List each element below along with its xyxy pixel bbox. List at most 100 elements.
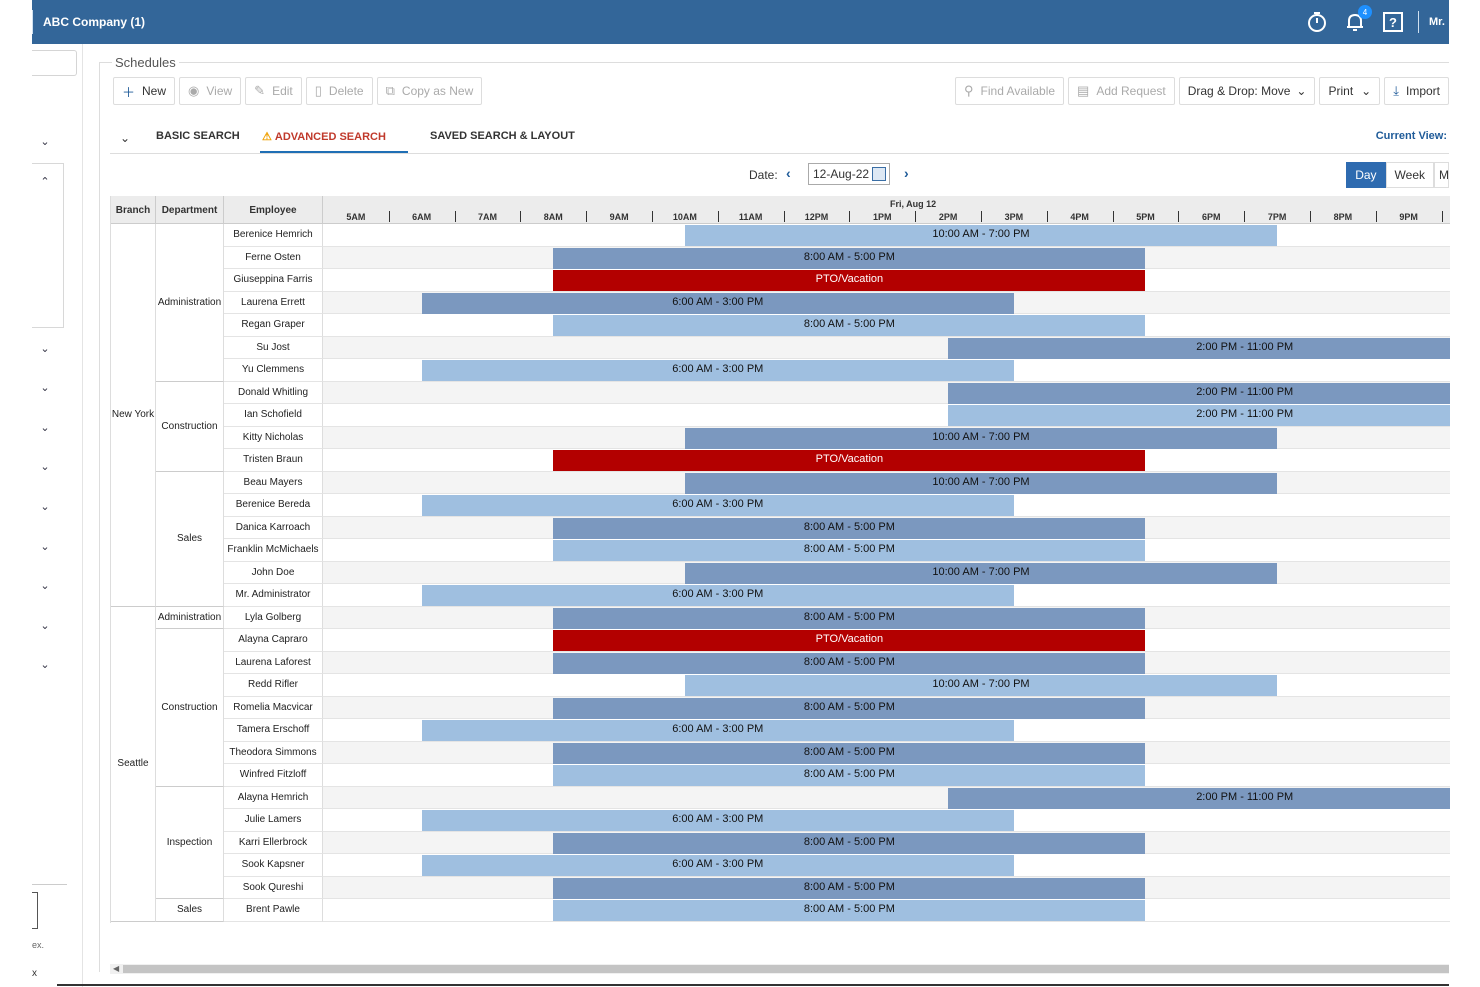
schedule-row[interactable]: John Doe 10:00 AM - 7:00 PM (111, 561, 1450, 584)
employee-name[interactable]: Berenice Hemrich (224, 224, 323, 247)
sidebar-search-input[interactable] (32, 50, 77, 76)
employee-name[interactable]: Tamera Erschoff (224, 719, 323, 742)
view-button[interactable]: ◉ View (179, 77, 242, 105)
schedule-row[interactable]: Julie Lamers 6:00 AM - 3:00 PM (111, 809, 1450, 832)
employee-name[interactable]: Kitty Nicholas (224, 426, 323, 449)
chevron-down-icon[interactable]: ⌄ (40, 580, 50, 592)
company-title[interactable]: ABC Company (1) (43, 15, 146, 29)
stopwatch-icon[interactable] (1306, 11, 1328, 33)
employee-name[interactable]: Beau Mayers (224, 471, 323, 494)
find-available-button[interactable]: ⚲ Find Available (955, 77, 1065, 105)
timeline-cell[interactable] (323, 719, 1450, 742)
schedule-row[interactable]: Romelia Macvicar 8:00 AM - 5:00 PM (111, 696, 1450, 719)
drag-drop-dropdown[interactable]: Drag & Drop: Move ⌄ (1178, 77, 1316, 105)
chevron-down-icon[interactable]: ⌄ (40, 382, 50, 394)
employee-name[interactable]: Sook Qureshi (224, 876, 323, 899)
shift-block[interactable]: 10:00 AM - 7:00 PM (684, 562, 1278, 584)
schedule-row[interactable]: Tamera Erschoff 6:00 AM - 3:00 PM (111, 719, 1450, 742)
shift-block[interactable]: 6:00 AM - 3:00 PM (421, 495, 1014, 516)
delete-button[interactable]: ▯ Delete (305, 77, 373, 105)
schedule-row[interactable]: Lyla Golberg 8:00 AM - 5:00 PM (111, 606, 1450, 629)
schedule-row[interactable]: Regan Graper 8:00 AM - 5:00 PM (111, 314, 1450, 337)
help-icon[interactable]: ? (1382, 11, 1404, 33)
pto-block[interactable]: PTO/Vacation (553, 450, 1146, 471)
shift-block[interactable]: 10:00 AM - 7:00 PM (684, 472, 1278, 494)
chevron-right-icon[interactable]: › (904, 165, 909, 181)
day-view-button[interactable]: Day (1346, 162, 1386, 188)
chevron-down-icon[interactable]: ⌄ (40, 501, 50, 513)
timeline-cell[interactable] (323, 764, 1450, 787)
schedule-row[interactable]: Theodora Simmons 8:00 AM - 5:00 PM (111, 741, 1450, 764)
horizontal-scrollbar[interactable]: ◀ (110, 964, 1449, 974)
import-button[interactable]: ⤓ Import (1384, 77, 1449, 105)
chevron-down-icon[interactable]: ⌄ (40, 620, 50, 632)
timeline-cell[interactable] (323, 449, 1450, 472)
employee-name[interactable]: Mr. Administrator (224, 584, 323, 607)
timeline-cell[interactable] (323, 629, 1450, 652)
print-dropdown[interactable]: Print ⌄ (1319, 77, 1381, 105)
schedule-row[interactable]: Yu Clemmens 6:00 AM - 3:00 PM (111, 359, 1450, 382)
schedule-row[interactable]: Winfred Fitzloff 8:00 AM - 5:00 PM (111, 764, 1450, 787)
timeline-cell[interactable] (323, 494, 1450, 517)
shift-block[interactable]: 6:00 AM - 3:00 PM (421, 585, 1014, 606)
schedule-row[interactable]: Ferne Osten 8:00 AM - 5:00 PM (111, 246, 1450, 269)
notification-bell-icon[interactable]: 4 (1344, 5, 1372, 33)
schedule-row[interactable]: Giuseppina Farris PTO/Vacation (111, 269, 1450, 292)
schedule-row[interactable]: Karri Ellerbrock 8:00 AM - 5:00 PM (111, 831, 1450, 854)
employee-name[interactable]: Alayna Hemrich (224, 786, 323, 809)
shift-block[interactable]: 8:00 AM - 5:00 PM (553, 832, 1146, 854)
schedule-row[interactable]: Sook Qureshi 8:00 AM - 5:00 PM (111, 876, 1450, 899)
employee-name[interactable]: Redd Rifler (224, 674, 323, 697)
schedule-row[interactable]: Alayna Capraro PTO/Vacation (111, 629, 1450, 652)
pto-block[interactable]: PTO/Vacation (553, 630, 1146, 651)
employee-name[interactable]: Ferne Osten (224, 246, 323, 269)
timeline-cell[interactable] (323, 359, 1450, 382)
sidebar-input[interactable] (32, 892, 38, 929)
timeline-cell[interactable] (323, 269, 1450, 292)
shift-block[interactable]: 6:00 AM - 3:00 PM (421, 360, 1014, 381)
shift-block[interactable]: 8:00 AM - 5:00 PM (553, 742, 1146, 764)
collapse-chevron-icon[interactable]: ⌄ (120, 131, 131, 145)
user-menu[interactable]: Mr. (1429, 16, 1445, 28)
employee-name[interactable]: Tristen Braun (224, 449, 323, 472)
schedule-row[interactable]: Laurena Laforest 8:00 AM - 5:00 PM (111, 651, 1450, 674)
shift-block[interactable]: 6:00 AM - 3:00 PM (421, 855, 1014, 876)
shift-block[interactable]: 8:00 AM - 5:00 PM (553, 697, 1146, 719)
timeline-cell[interactable] (323, 404, 1450, 427)
employee-name[interactable]: Laurena Errett (224, 291, 323, 314)
edit-button[interactable]: ✎ Edit (245, 77, 302, 105)
employee-name[interactable]: Franklin McMichaels (224, 539, 323, 562)
scroll-left-icon[interactable]: ◀ (113, 964, 120, 973)
employee-name[interactable]: John Doe (224, 561, 323, 584)
pto-block[interactable]: PTO/Vacation (553, 270, 1146, 291)
schedule-row[interactable]: Beau Mayers 10:00 AM - 7:00 PM (111, 471, 1450, 494)
shift-block[interactable]: 10:00 AM - 7:00 PM (684, 225, 1278, 246)
employee-name[interactable]: Theodora Simmons (224, 741, 323, 764)
shift-block[interactable]: 8:00 AM - 5:00 PM (553, 900, 1146, 921)
shift-block[interactable]: 8:00 AM - 5:00 PM (553, 877, 1146, 899)
tab-saved-search[interactable]: SAVED SEARCH & LAYOUT (430, 130, 575, 142)
shift-block[interactable]: 10:00 AM - 7:00 PM (684, 427, 1278, 449)
employee-name[interactable]: Sook Kapsner (224, 854, 323, 877)
employee-name[interactable]: Julie Lamers (224, 809, 323, 832)
schedule-row[interactable]: Danica Karroach 8:00 AM - 5:00 PM (111, 516, 1450, 539)
employee-name[interactable]: Romelia Macvicar (224, 696, 323, 719)
schedule-row[interactable]: Redd Rifler 10:00 AM - 7:00 PM (111, 674, 1450, 697)
timeline-cell[interactable] (323, 224, 1450, 247)
employee-name[interactable]: Giuseppina Farris (224, 269, 323, 292)
employee-name[interactable]: Regan Graper (224, 314, 323, 337)
chevron-up-icon[interactable]: ⌃ (40, 176, 50, 188)
shift-block[interactable]: 2:00 PM - 11:00 PM (948, 405, 1450, 426)
shift-block[interactable]: 2:00 PM - 11:00 PM (948, 337, 1450, 359)
employee-name[interactable]: Karri Ellerbrock (224, 831, 323, 854)
shift-block[interactable]: 8:00 AM - 5:00 PM (553, 247, 1146, 269)
shift-block[interactable]: 8:00 AM - 5:00 PM (553, 315, 1146, 336)
employee-name[interactable]: Berenice Bereda (224, 494, 323, 517)
branch-header[interactable]: Branch (111, 196, 156, 224)
employee-name[interactable]: Lyla Golberg (224, 606, 323, 629)
schedule-row[interactable]: Franklin McMichaels 8:00 AM - 5:00 PM (111, 539, 1450, 562)
chevron-down-icon[interactable]: ⌄ (40, 541, 50, 553)
schedule-row[interactable]: Ian Schofield 2:00 PM - 11:00 PM (111, 404, 1450, 427)
chevron-down-icon[interactable]: ⌄ (40, 659, 50, 671)
tab-advanced-search[interactable]: ⚠ ADVANCED SEARCH (262, 130, 386, 143)
